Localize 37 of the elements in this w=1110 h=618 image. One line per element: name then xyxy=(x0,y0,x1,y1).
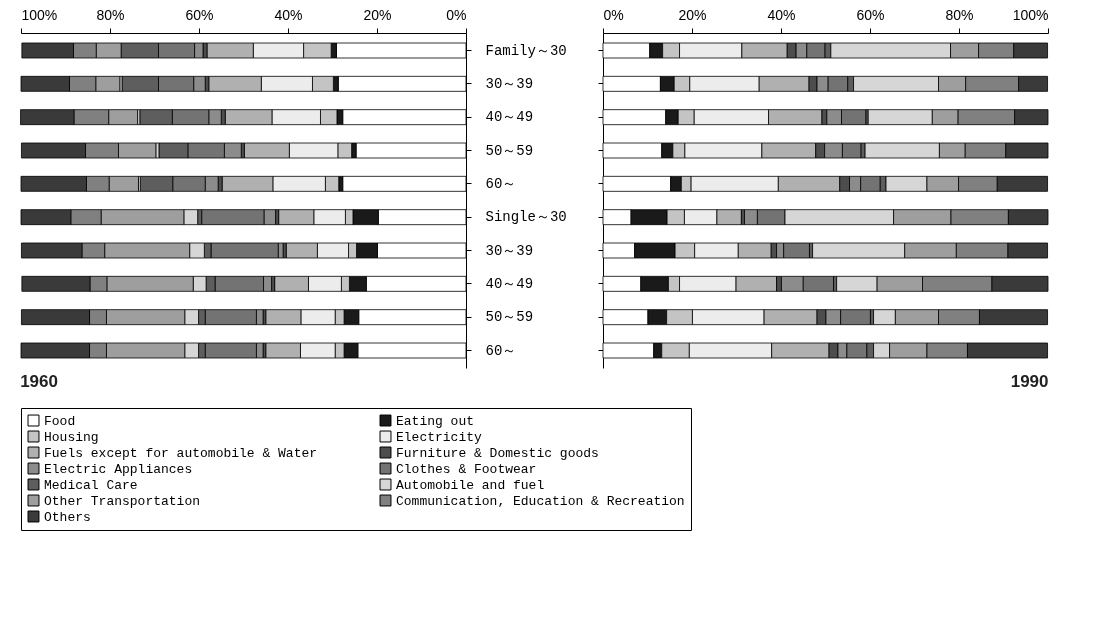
legend-label: Clothes & Footwear xyxy=(396,461,537,477)
x-tick-label: 100% xyxy=(21,6,58,23)
legend-label: Other Transportation xyxy=(44,493,201,509)
x-tick-label: 40% xyxy=(767,6,796,23)
legend-label: Fuels except for automobile & Water xyxy=(44,445,318,461)
y-tick-label: 40～49 xyxy=(485,275,534,292)
y-tick-label: 60～ xyxy=(485,175,517,192)
y-tick-label: 50～59 xyxy=(485,142,534,159)
x-tick-label: 60% xyxy=(185,6,214,23)
x-tick-label: 0% xyxy=(603,6,624,23)
legend-label: Housing xyxy=(44,429,99,445)
x-tick-label: 80% xyxy=(96,6,125,23)
legend-label: Communication, Education & Recreation xyxy=(396,493,685,509)
x-tick-label: 40% xyxy=(274,6,303,23)
y-tick-label: Single～30 xyxy=(485,209,567,226)
legend-label: Food xyxy=(44,413,76,429)
text: 1990 xyxy=(1010,372,1049,391)
legend-label: Others xyxy=(44,509,91,525)
x-tick-label: 80% xyxy=(945,6,974,23)
legend-label: Electric Appliances xyxy=(44,461,193,477)
x-tick-label: 60% xyxy=(856,6,885,23)
y-tick-label: 40～49 xyxy=(485,109,534,126)
legend-label: Furniture & Domestic goods xyxy=(396,445,599,461)
y-tick-label: 60～ xyxy=(485,342,517,359)
y-tick-label: Family～30 xyxy=(485,42,567,59)
x-tick-label: 20% xyxy=(678,6,707,23)
text: 1960 xyxy=(20,372,58,391)
legend-label: Medical Care xyxy=(44,477,138,493)
legend-label: Eating out xyxy=(396,413,475,429)
x-tick-label: 20% xyxy=(363,6,392,23)
y-tick-label: 30～39 xyxy=(485,242,534,259)
y-tick-label: 30～39 xyxy=(485,75,534,92)
legend-label: Automobile and fuel xyxy=(396,477,545,493)
y-tick-label: 50～59 xyxy=(485,309,534,326)
x-tick-label: 100% xyxy=(1012,6,1049,23)
x-tick-label: 0% xyxy=(446,6,467,23)
legend-label: Electricity xyxy=(396,429,483,445)
